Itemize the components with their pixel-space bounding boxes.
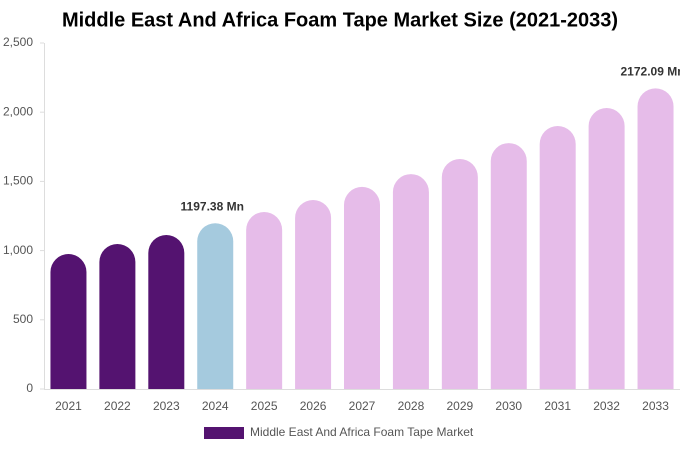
x-tick-label: 2028 [398,399,425,413]
x-tick-label: 2023 [153,399,180,413]
y-tick-label: 2,000 [3,104,33,118]
x-tick-label: 2029 [446,399,473,413]
x-tick-label: 2033 [642,399,669,413]
bar [441,158,478,389]
y-tick-label: 1,000 [3,243,33,257]
y-tick-label: 2,500 [3,35,33,49]
bar [99,243,136,389]
x-tick-label: 2030 [495,399,522,413]
legend-swatch [204,427,244,439]
bar [588,108,625,389]
data-label: 2172.09 Mn [621,65,680,79]
bar [637,88,674,389]
bar [148,234,185,389]
bar [50,254,87,389]
data-label: 1197.38 Mn [181,199,244,213]
x-tick-label: 2025 [251,399,278,413]
bar [295,199,332,389]
bar [392,174,429,389]
x-tick-label: 2031 [544,399,571,413]
y-tick-label: 1,500 [3,174,33,188]
x-tick-label: 2026 [300,399,327,413]
x-tick-label: 2022 [104,399,131,413]
legend-label: Middle East And Africa Foam Tape Market [250,425,474,439]
bar [197,223,234,389]
y-tick-label: 0 [26,381,33,395]
x-tick-label: 2021 [55,399,82,413]
x-tick-label: 2032 [593,399,620,413]
bar [490,143,527,389]
bar [539,126,576,390]
y-tick-label: 500 [13,312,33,326]
chart-title: Middle East And Africa Foam Tape Market … [62,9,618,31]
x-tick-label: 2027 [349,399,376,413]
x-tick-label: 2024 [202,399,229,413]
bar [246,211,283,389]
bar [344,186,380,389]
